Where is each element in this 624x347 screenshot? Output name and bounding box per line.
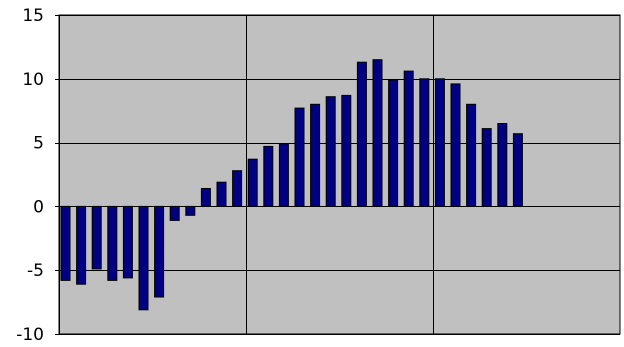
y-tick-label: 5 <box>33 134 44 154</box>
bar <box>76 205 87 285</box>
y-tick-label: 15 <box>22 6 44 26</box>
bar <box>91 205 102 270</box>
bar <box>200 188 211 207</box>
bar <box>278 143 289 207</box>
bar <box>247 158 258 207</box>
y-tick-label: -5 <box>27 261 44 281</box>
bar <box>325 96 336 207</box>
bar <box>263 145 274 207</box>
bar <box>154 205 165 298</box>
bar <box>419 78 430 207</box>
bar <box>216 181 227 207</box>
bar <box>232 170 243 207</box>
bar <box>434 78 445 207</box>
bar <box>403 70 414 207</box>
bar <box>138 205 149 311</box>
bar <box>310 103 321 207</box>
bar <box>497 123 508 207</box>
y-tick-label: 0 <box>33 197 44 217</box>
bar <box>341 94 352 207</box>
bar <box>356 61 367 207</box>
bar <box>185 205 196 216</box>
bar <box>294 107 305 207</box>
bar <box>169 205 180 221</box>
bar <box>450 83 461 207</box>
bar <box>481 128 492 207</box>
y-tick-label: -10 <box>16 325 44 345</box>
bar <box>512 133 523 207</box>
bar <box>122 205 133 279</box>
bar <box>388 79 399 207</box>
plot-area <box>58 14 621 335</box>
y-tick-label: 10 <box>22 70 44 90</box>
bar <box>60 205 71 281</box>
bar <box>372 59 383 207</box>
bar <box>466 103 477 207</box>
bar <box>107 205 118 281</box>
